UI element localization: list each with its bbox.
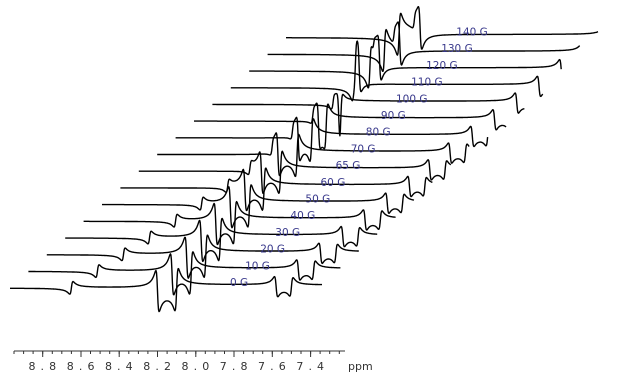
x-axis-tick-label: 7 . 4 — [296, 360, 325, 373]
spectrum-trace — [101, 184, 415, 229]
field-label: 30 G — [275, 227, 300, 239]
spectrum-trace — [285, 6, 599, 56]
spectrum-trace — [120, 167, 433, 212]
field-label: 90 G — [381, 110, 406, 122]
x-axis-tick-label: 8 . 4 — [105, 360, 134, 373]
spectra-layer — [9, 6, 599, 313]
spectrum-trace — [175, 116, 489, 162]
field-label: 20 G — [260, 244, 285, 256]
x-axis-tick-label: 7 . 6 — [258, 360, 287, 373]
x-axis-unit-label: ppm — [348, 360, 373, 373]
field-label: 100 G — [396, 93, 428, 105]
spectrum-trace — [212, 92, 525, 137]
spectrum-trace — [9, 267, 323, 313]
field-labels-layer: 0 G 10 G 20 G 30 G 40 G 50 G 60 G 65 G 70 G 80 G 9… — [230, 27, 488, 290]
field-label: 140 G — [456, 27, 488, 39]
spectrum-trace — [138, 150, 452, 194]
x-axis-tick-label: 8 . 0 — [182, 360, 211, 373]
field-label: 80 G — [366, 127, 391, 139]
field-label: 65 G — [336, 160, 361, 172]
field-label: 130 G — [441, 43, 473, 55]
x-axis-tick-label: 8 . 2 — [143, 360, 172, 373]
field-label: 50 G — [305, 194, 330, 206]
field-label: 60 G — [321, 177, 346, 189]
spectrum-trace — [83, 200, 396, 246]
x-axis-tick-label: 8 . 8 — [28, 360, 57, 373]
field-label: 70 G — [351, 143, 376, 155]
spectrum-trace — [157, 132, 470, 178]
spectrum-trace — [46, 234, 359, 279]
spectrum-trace — [193, 102, 507, 150]
spectrum-trace — [230, 40, 544, 102]
spectrum-trace — [65, 217, 378, 262]
x-axis-tick-label: 8 . 6 — [67, 360, 96, 373]
x-axis: ppm 8 . 8 8 . 6 8 . 4 8 . 2 8 . 0 7 . 8 7 . 6 7… — [13, 350, 373, 373]
field-label: 40 G — [290, 210, 315, 222]
spectrum-trace — [249, 34, 562, 89]
spectrum-trace — [267, 21, 581, 72]
field-label: 0 G — [230, 277, 248, 289]
field-label: 10 G — [245, 260, 270, 272]
field-label: 110 G — [411, 77, 443, 89]
spectrum-trace — [28, 251, 341, 296]
x-axis-tick-label: 7 . 8 — [220, 360, 249, 373]
field-label: 120 G — [426, 60, 458, 72]
